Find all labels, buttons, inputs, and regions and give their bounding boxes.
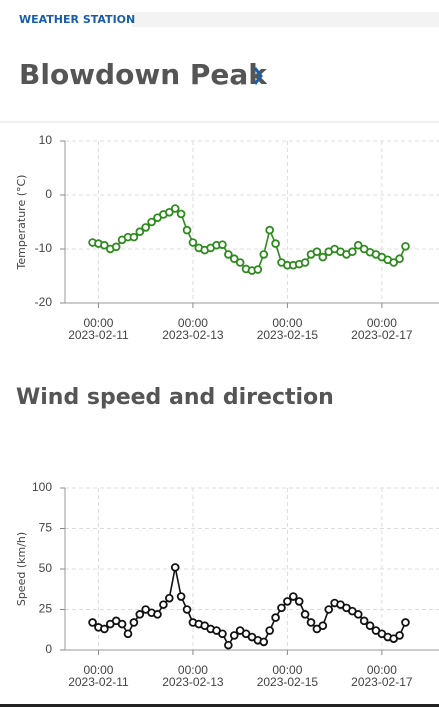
data-line [92,207,407,272]
data-point [188,238,198,247]
data-point [129,618,139,627]
data-point [294,597,304,606]
y-tick-label: 75 [39,521,53,535]
x-tick-label: 2023-02-11 [68,328,129,342]
data-point [359,616,369,626]
data-point [165,207,174,217]
data-point [229,631,239,640]
data-point [348,247,357,257]
data-point [389,258,398,267]
data-point [300,258,310,267]
data-point [135,610,145,619]
y-tick-label: -20 [35,295,53,309]
data-point [395,631,404,640]
chart-title: Wind speed and direction [16,385,334,410]
data-point [182,605,192,614]
data-point [312,247,322,257]
data-point [318,252,328,262]
data-point [100,624,109,634]
data-point [353,610,363,619]
data-point [306,618,316,627]
data-point [129,232,139,242]
chevron-icon[interactable] [253,67,263,85]
data-point [147,217,156,227]
y-axis-label: Temperature (°C) [15,175,28,271]
x-tick-label: 00:00 [272,316,302,330]
data-point [401,618,410,627]
data-point [300,610,310,619]
data-point [117,619,127,629]
data-point [401,242,410,251]
y-tick-label: 50 [39,561,53,575]
data-point [176,592,186,601]
data-point [165,593,174,603]
x-tick-label: 2023-02-17 [351,675,413,689]
data-point [229,254,239,264]
data-point [170,204,180,213]
y-tick-label: 0 [45,642,52,656]
data-point [235,258,245,267]
data-point [265,626,274,635]
data-point [277,603,286,613]
data-point [170,563,180,572]
data-point [288,592,298,601]
data-point [224,250,233,259]
data-point [395,254,404,264]
x-tick-label: 2023-02-17 [351,328,413,342]
data-point [259,637,269,647]
data-point [218,240,227,249]
x-tick-label: 00:00 [272,663,302,677]
y-tick-label: 0 [45,187,52,201]
x-tick-label: 2023-02-15 [257,675,319,689]
data-point [123,629,133,639]
data-point [353,240,363,250]
y-axis-label: Speed (km/h) [15,532,28,606]
x-tick-label: 00:00 [367,316,397,330]
data-point [182,225,192,235]
x-tick-label: 00:00 [83,663,113,677]
data-point [324,605,334,614]
section-label: WEATHER STATION [19,13,135,26]
data-point [141,223,150,232]
data-point [176,209,186,219]
bottom-edge [0,704,439,707]
data-point [365,621,375,630]
x-tick-label: 00:00 [367,663,397,677]
header-bar [132,12,439,27]
data-point [88,618,97,627]
data-point [224,640,233,650]
data-point [283,597,292,606]
data-point [100,240,109,250]
data-point [259,250,269,259]
data-point [159,600,168,609]
data-point [111,242,121,252]
y-tick-label: -10 [35,241,53,255]
y-tick-label: 10 [39,133,53,147]
x-tick-label: 2023-02-13 [162,675,224,689]
x-tick-label: 2023-02-13 [162,328,224,342]
data-point [271,239,280,248]
x-tick-label: 00:00 [178,316,208,330]
x-tick-label: 2023-02-11 [68,675,129,689]
data-point [218,629,227,639]
x-tick-label: 00:00 [178,663,208,677]
x-tick-label: 2023-02-15 [257,328,319,342]
data-point [271,613,280,622]
data-point [318,621,328,630]
data-point [135,227,145,237]
x-tick-label: 00:00 [83,316,113,330]
data-point [265,225,274,235]
y-tick-label: 100 [32,480,52,494]
data-point [253,265,263,274]
y-tick-label: 25 [39,602,53,616]
station-title[interactable]: Blowdown Peak [19,58,268,91]
data-point [153,610,162,619]
